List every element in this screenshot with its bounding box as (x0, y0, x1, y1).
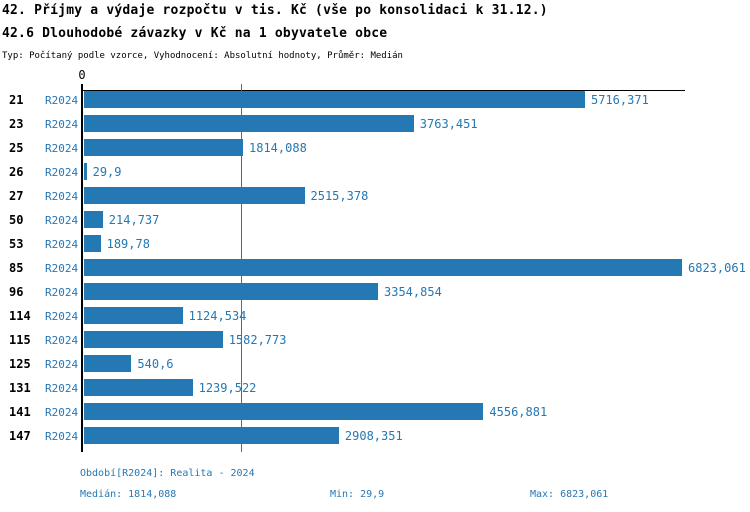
bar-value-label: 3354,854 (384, 285, 442, 299)
bar (84, 403, 484, 420)
bar-value-label: 3763,451 (419, 117, 478, 131)
bar (84, 427, 339, 444)
footer-period-info: Období[R2024]: Realita - 2024 (80, 468, 255, 479)
chart-title: 42. Příjmy a výdaje rozpočtu v tis. Kč (… (2, 3, 548, 18)
row-period-label: R2024 (45, 406, 79, 419)
chart-row: 141 R2024 4556,881 (0, 400, 750, 424)
row-category-label: 53 (9, 237, 24, 251)
bar (84, 379, 193, 396)
row-period-label: R2024 (45, 262, 79, 275)
chart-row: 53 R2024 189,78 (0, 232, 750, 256)
bar-value-label: 1124,534 (188, 309, 247, 323)
footer-median-stat: Medián: 1814,088 (80, 489, 177, 500)
row-category-label: 147 (9, 429, 31, 443)
bar (84, 355, 132, 372)
row-category-label: 85 (9, 261, 24, 275)
footer-min-stat: Min: 29,9 (330, 489, 385, 500)
bar (84, 115, 414, 132)
row-period-label: R2024 (45, 358, 79, 371)
chart-row: 27 R2024 2515,378 (0, 184, 750, 208)
bar (84, 307, 183, 324)
bar-value-label: 540,6 (137, 357, 174, 371)
row-category-label: 141 (9, 405, 31, 419)
chart-subtitle: 42.6 Dlouhodobé závazky v Kč na 1 obyvat… (2, 26, 388, 41)
bar-value-label: 4556,881 (489, 405, 548, 419)
bar-value-label: 1582,773 (228, 333, 287, 347)
bar (84, 211, 103, 228)
chart-row: 114 R2024 1124,534 (0, 304, 750, 328)
bar-value-label: 1239,522 (198, 381, 257, 395)
row-category-label: 27 (9, 189, 24, 203)
bar (84, 187, 305, 204)
bar-value-label: 189,78 (106, 237, 150, 251)
bar (84, 235, 101, 252)
row-category-label: 25 (9, 141, 24, 155)
row-period-label: R2024 (45, 166, 79, 179)
bar-value-label: 29,9 (92, 165, 122, 179)
plot-area: 21 R2024 5716,371 23 R2024 3763,451 25 R2024 181… (0, 88, 750, 448)
chart-row: 147 R2024 2908,351 (0, 424, 750, 448)
row-category-label: 21 (9, 93, 24, 107)
row-category-label: 114 (9, 309, 31, 323)
chart-row: 131 R2024 1239,522 (0, 376, 750, 400)
row-category-label: 96 (9, 285, 24, 299)
row-period-label: R2024 (45, 142, 79, 155)
bar (84, 163, 87, 180)
row-category-label: 50 (9, 213, 24, 227)
chart-meta-info: Typ: Počítaný podle vzorce, Vyhodnocení:… (2, 51, 403, 61)
row-category-label: 23 (9, 117, 24, 131)
x-axis-zero-tick-label: 0 (78, 68, 86, 82)
bar-value-label: 5716,371 (591, 93, 649, 107)
bar-value-label: 6823,061 (688, 261, 746, 275)
row-category-label: 26 (9, 165, 24, 179)
bar-value-label: 2908,351 (344, 429, 403, 443)
row-period-label: R2024 (45, 430, 79, 443)
row-period-label: R2024 (45, 190, 79, 203)
chart-row: 96 R2024 3354,854 (0, 280, 750, 304)
plot-top-border (82, 90, 685, 91)
row-period-label: R2024 (45, 118, 79, 131)
chart-row: 50 R2024 214,737 (0, 208, 750, 232)
bar-value-label: 1814,088 (249, 141, 307, 155)
row-category-label: 131 (9, 381, 31, 395)
bar (84, 259, 682, 276)
zero-axis-line (81, 84, 83, 452)
row-category-label: 115 (9, 333, 31, 347)
row-period-label: R2024 (45, 286, 79, 299)
chart-row: 85 R2024 6823,061 (0, 256, 750, 280)
row-category-label: 125 (9, 357, 31, 371)
row-period-label: R2024 (45, 310, 79, 323)
bar (84, 139, 243, 156)
bar-value-label: 2515,378 (310, 189, 369, 203)
bar (84, 331, 223, 348)
row-period-label: R2024 (45, 94, 79, 107)
footer-max-stat: Max: 6823,061 (530, 489, 609, 500)
chart-row: 23 R2024 3763,451 (0, 112, 750, 136)
chart-row: 125 R2024 540,6 (0, 352, 750, 376)
row-period-label: R2024 (45, 214, 79, 227)
chart-row: 115 R2024 1582,773 (0, 328, 750, 352)
row-period-label: R2024 (45, 238, 79, 251)
row-period-label: R2024 (45, 382, 79, 395)
chart-row: 25 R2024 1814,088 (0, 136, 750, 160)
chart-row: 26 R2024 29,9 (0, 160, 750, 184)
row-period-label: R2024 (45, 334, 79, 347)
chart-row: 21 R2024 5716,371 (0, 88, 750, 112)
bar (84, 91, 585, 108)
bar (84, 283, 378, 300)
bar-value-label: 214,737 (108, 213, 160, 227)
